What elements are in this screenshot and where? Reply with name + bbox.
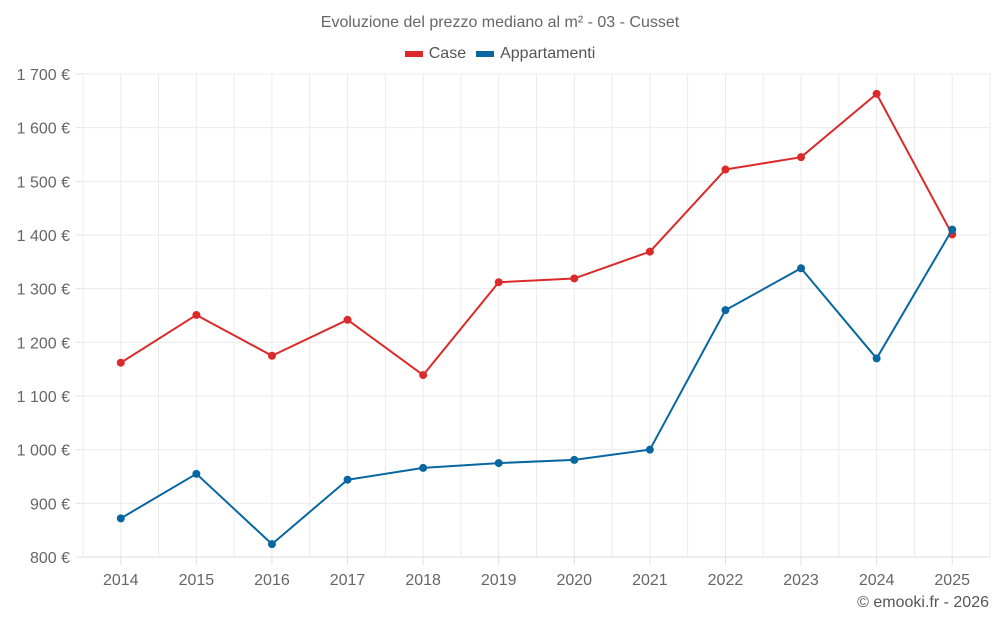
data-point-appartamenti <box>494 459 503 468</box>
series-line-appartamenti <box>120 229 954 546</box>
data-point-appartamenti <box>419 463 428 472</box>
legend-swatch-case <box>404 51 423 57</box>
y-tick-label: 800 € <box>30 550 70 567</box>
series-line-case <box>120 92 954 377</box>
data-point-appartamenti <box>948 225 957 234</box>
y-tick-label: 1 500 € <box>17 174 70 191</box>
x-tick-label: 2015 <box>179 572 215 589</box>
legend-swatch-appartamenti <box>476 51 495 57</box>
data-point-case <box>872 89 881 98</box>
x-tick-label: 2023 <box>783 572 819 589</box>
data-point-appartamenti <box>645 445 654 454</box>
y-axis-labels: 800 € 900 € 1 000 € 1 100 € 1 200 € 1 300 € 1 … <box>17 67 70 567</box>
legend: Case Appartamenti <box>0 45 1000 63</box>
data-point-case <box>645 247 654 256</box>
grid <box>82 73 991 557</box>
legend-label-case: Case <box>428 45 467 62</box>
x-tick-label: 2017 <box>330 572 366 589</box>
data-point-case <box>267 351 276 360</box>
y-tick-label: 1 200 € <box>17 335 70 352</box>
data-point-appartamenti <box>797 264 806 273</box>
x-tick-label: 2022 <box>708 572 744 589</box>
data-point-case <box>721 165 730 174</box>
footer-credit: © emooki.fr - 2026 <box>857 594 989 611</box>
data-point-appartamenti <box>872 354 881 363</box>
series-layer <box>116 89 957 549</box>
x-tick-label: 2014 <box>103 572 139 589</box>
data-point-case <box>797 153 806 162</box>
data-point-appartamenti <box>343 475 352 484</box>
data-point-appartamenti <box>267 540 276 549</box>
y-tick-label: 1 700 € <box>17 67 70 84</box>
data-point-case <box>192 310 201 319</box>
x-tick-label: 2021 <box>632 572 668 589</box>
y-tick-label: 1 400 € <box>17 228 70 245</box>
y-tick-label: 1 100 € <box>17 389 70 406</box>
data-point-case <box>116 358 125 367</box>
y-tick-label: 900 € <box>30 496 70 513</box>
x-tick-label: 2016 <box>254 572 290 589</box>
axes <box>76 73 990 565</box>
data-point-case <box>343 315 352 324</box>
x-tick-label: 2024 <box>859 572 895 589</box>
legend-item-appartamenti[interactable]: Appartamenti <box>476 45 595 63</box>
x-tick-label: 2020 <box>556 572 592 589</box>
x-tick-label: 2019 <box>481 572 517 589</box>
x-axis-labels: 2014 2015 2016 2017 2018 2019 2020 2021 2022 2023… <box>103 572 970 589</box>
legend-item-case[interactable]: Case <box>404 45 467 63</box>
x-tick-label: 2018 <box>405 572 441 589</box>
data-point-appartamenti <box>721 306 730 315</box>
data-point-case <box>419 371 428 380</box>
data-point-appartamenti <box>570 455 579 464</box>
x-tick-label: 2025 <box>934 572 970 589</box>
y-tick-label: 1 300 € <box>17 282 70 299</box>
y-tick-label: 1 000 € <box>17 443 70 460</box>
series-appartamenti <box>116 225 957 549</box>
legend-label-appartamenti: Appartamenti <box>500 45 596 62</box>
data-point-appartamenti <box>116 514 125 523</box>
chart-title: Evoluzione del prezzo mediano al m² - 03… <box>320 14 680 31</box>
data-point-case <box>570 274 579 283</box>
series-case <box>116 89 957 380</box>
y-tick-label: 1 600 € <box>17 121 70 138</box>
data-point-case <box>494 278 503 287</box>
data-point-appartamenti <box>192 469 201 478</box>
